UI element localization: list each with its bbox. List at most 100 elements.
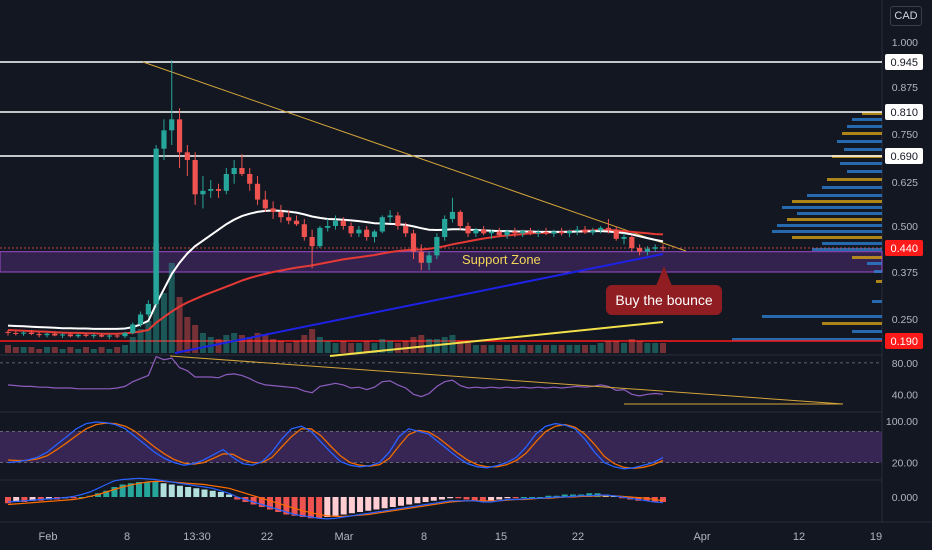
volume-profile-bar xyxy=(787,218,882,221)
price-axis-tick: 0.375 xyxy=(892,267,918,279)
macd-histogram-bar xyxy=(144,482,151,497)
macd-histogram-bar xyxy=(119,484,126,497)
candle-body xyxy=(582,229,588,233)
candle-body xyxy=(239,168,245,174)
volume-profile-bar xyxy=(852,118,882,121)
candle-body xyxy=(153,148,159,304)
time-axis-tick: 19 xyxy=(870,531,882,543)
price-tag-box xyxy=(885,240,923,256)
volume-bar xyxy=(332,343,339,353)
candle-body xyxy=(20,332,27,334)
volume-profile-bar xyxy=(792,236,882,239)
candle-body xyxy=(496,231,502,236)
candle-body xyxy=(637,248,643,252)
volume-bar xyxy=(582,345,589,353)
volume-bar xyxy=(566,345,573,353)
volume-bar xyxy=(488,345,495,353)
volume-bar xyxy=(636,341,643,353)
descending-trendline xyxy=(142,61,687,252)
volume-bar xyxy=(75,349,82,353)
volume-profile-bar xyxy=(812,248,882,251)
macd-histogram-bar xyxy=(160,483,167,497)
volume-profile-bar xyxy=(772,230,882,233)
macd-histogram-bar xyxy=(111,487,118,497)
candle-body xyxy=(122,332,128,337)
time-axis-tick: Feb xyxy=(39,531,58,543)
candle-body xyxy=(301,224,307,237)
candle-body xyxy=(543,231,549,234)
volume-bar xyxy=(465,343,472,353)
time-axis-tick: 13:30 xyxy=(183,531,211,543)
volume-profile-bar xyxy=(822,322,882,325)
candle-body xyxy=(52,333,58,336)
macd-histogram-bar xyxy=(430,497,437,501)
candle-body xyxy=(114,335,120,337)
candle-body xyxy=(559,231,565,234)
macd-histogram-bar xyxy=(267,497,273,510)
price-tag-label: 0.440 xyxy=(890,243,918,255)
candle-body xyxy=(169,119,175,131)
candle-body xyxy=(247,174,253,184)
volume-profile-bar xyxy=(822,242,882,245)
macd-histogram-bar xyxy=(635,497,642,501)
volume-bar xyxy=(160,293,167,353)
volume-bar xyxy=(316,337,323,353)
volume-profile-bar xyxy=(792,200,882,203)
macd-axis-tick: 0.000 xyxy=(892,492,918,504)
price-tag-box xyxy=(885,104,923,120)
volume-bar xyxy=(192,325,199,353)
volume-profile-bar xyxy=(822,186,882,189)
candle-body xyxy=(309,237,315,247)
time-axis-tick: Mar xyxy=(335,531,354,543)
volume-bar xyxy=(589,345,596,353)
time-axis-tick: 8 xyxy=(124,531,130,543)
macd-histogram-bar xyxy=(209,490,216,497)
macd-histogram-bar xyxy=(553,495,560,497)
macd-histogram-bar xyxy=(422,497,429,502)
candle-body xyxy=(403,226,409,234)
candle-body xyxy=(410,233,417,252)
candle-body xyxy=(59,334,66,336)
price-tag-label: 0.690 xyxy=(890,151,918,163)
volume-bar xyxy=(215,339,222,353)
macd-histogram-bar xyxy=(512,497,519,499)
macd-histogram-bar xyxy=(103,490,110,497)
macd-histogram-bar xyxy=(193,488,200,497)
candle-body xyxy=(325,226,331,228)
candle-body xyxy=(449,211,456,219)
price-axis-tick: 0.750 xyxy=(892,129,918,141)
candle-body xyxy=(145,303,151,315)
currency-button[interactable]: CAD xyxy=(890,6,922,26)
candle-body xyxy=(520,231,526,234)
candle-body xyxy=(652,247,658,249)
candle-body xyxy=(13,332,19,334)
volume-bar xyxy=(301,335,308,353)
volume-profile-bar xyxy=(777,224,882,227)
candle-body xyxy=(28,332,34,335)
candle-body xyxy=(535,231,541,234)
candle-body xyxy=(98,335,105,337)
candle-body xyxy=(644,248,651,252)
volume-bar xyxy=(472,345,479,353)
buy-the-bounce-callout: Buy the bounce xyxy=(606,285,722,315)
volume-bar xyxy=(480,345,487,353)
candle-body xyxy=(270,208,276,212)
macd-signal-line xyxy=(7,480,664,518)
volume-bar xyxy=(137,329,144,353)
volume-bar xyxy=(340,341,347,353)
volume-bar xyxy=(82,347,89,353)
candle-body xyxy=(200,190,206,195)
candle-body xyxy=(332,220,339,226)
volume-bar xyxy=(98,347,105,353)
volume-bar xyxy=(90,349,97,353)
volume-bar xyxy=(519,345,526,353)
volume-bar xyxy=(597,343,604,353)
macd-histogram-bar xyxy=(127,483,134,497)
volume-bar xyxy=(12,347,19,353)
candle-body xyxy=(465,226,471,234)
volume-bar xyxy=(457,341,464,353)
macd-histogram-bar xyxy=(13,497,20,502)
volume-profile-bar xyxy=(840,162,882,165)
macd-histogram-bar xyxy=(357,497,364,512)
candle-body xyxy=(488,231,495,234)
